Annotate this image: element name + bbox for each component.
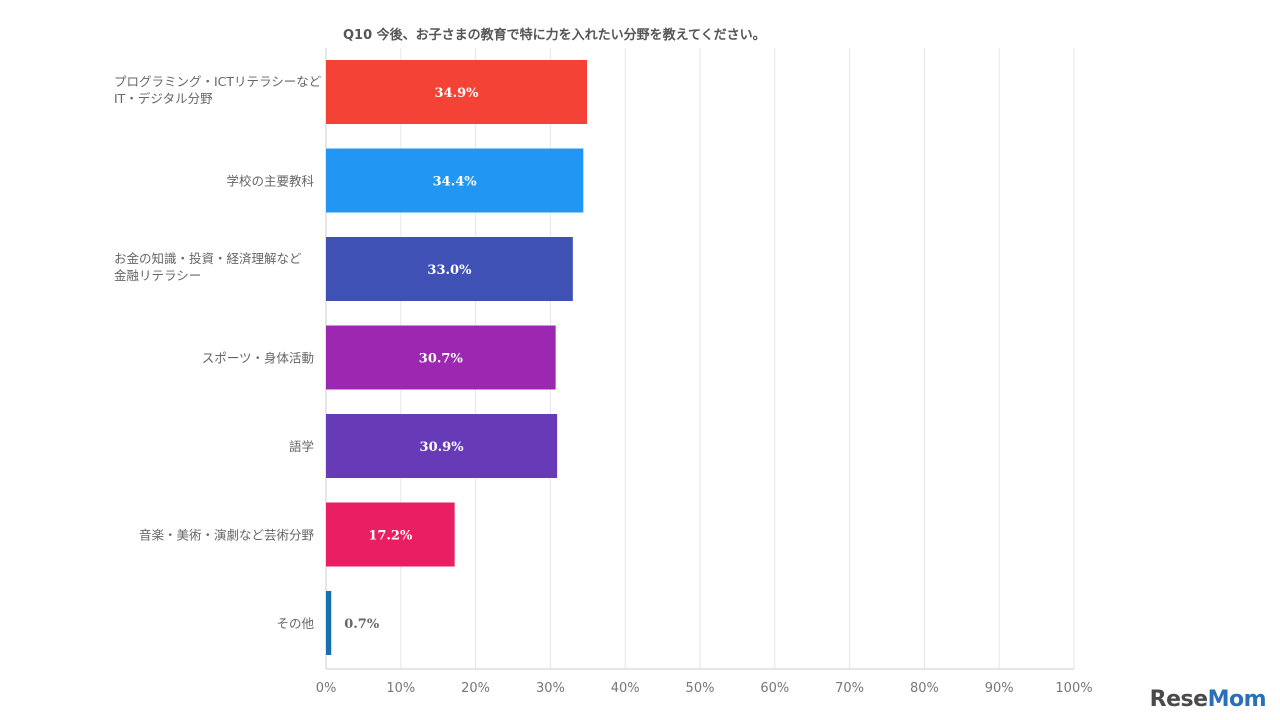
bar (326, 502, 455, 567)
bar (326, 591, 332, 655)
x-axis-ticks: 0% 10% 20% 30% 40% 50% 60% 70% 80% 90% 100% (316, 681, 1093, 696)
category-label-line: 金融リテラシー (114, 268, 201, 283)
x-tick-label: 10% (386, 681, 415, 696)
bar (326, 237, 573, 301)
category-label: スポーツ・身体活動 (202, 351, 314, 366)
bar (326, 414, 558, 478)
bars: 34.9% 34.4% 33.0% 30.7% 30.9% 17.2% 0.7% (326, 60, 588, 655)
x-tick-label: 60% (760, 681, 789, 696)
bar-value-label: 33.0% (427, 263, 472, 278)
category-label-line: IT・デジタル分野 (114, 91, 213, 106)
bar-value-label: 17.2% (368, 529, 413, 544)
bar (326, 60, 588, 124)
x-tick-label: 50% (686, 681, 715, 696)
x-tick-label: 0% (316, 681, 337, 696)
category-labels: プログラミング・ICTリテラシーなど IT・デジタル分野学校の主要教科お金の知識・… (114, 74, 322, 631)
category-label: お金の知識・投資・経済理解など金融リテラシー (114, 251, 302, 283)
x-tick-label: 30% (536, 681, 565, 696)
logo-text-main: Rese (1149, 687, 1208, 712)
category-label: 音楽・美術・演劇など芸術分野 (139, 528, 315, 543)
x-tick-label: 80% (910, 681, 939, 696)
x-tick-label: 100% (1055, 681, 1092, 696)
x-tick-label: 70% (835, 681, 864, 696)
bar (326, 148, 584, 213)
x-tick-label: 90% (985, 681, 1014, 696)
bar (326, 325, 556, 390)
bar-value-label: 34.9% (435, 86, 480, 101)
category-label: 学校の主要教科 (226, 174, 314, 189)
category-label-line: お金の知識・投資・経済理解など (114, 251, 302, 266)
category-label: 語学 (289, 439, 314, 454)
bar-value-label: 0.7% (344, 617, 380, 632)
bar-value-label: 34.4% (433, 175, 478, 190)
bar-value-label: 30.9% (420, 440, 465, 455)
bar-value-label: 30.7% (419, 352, 464, 367)
category-label: その他 (276, 616, 314, 631)
x-tick-label: 20% (461, 681, 490, 696)
category-label: プログラミング・ICTリテラシーなど IT・デジタル分野 (114, 74, 322, 106)
category-label-line: プログラミング・ICTリテラシーなど (114, 74, 322, 89)
logo-text-accent: Mom (1207, 687, 1267, 712)
x-tick-label: 40% (611, 681, 640, 696)
resemom-logo: ReseMom (1149, 687, 1267, 712)
chart-title: Q10 今後、お子さまの教育で特に力を入れたい分野を教えてください。 (343, 27, 766, 43)
